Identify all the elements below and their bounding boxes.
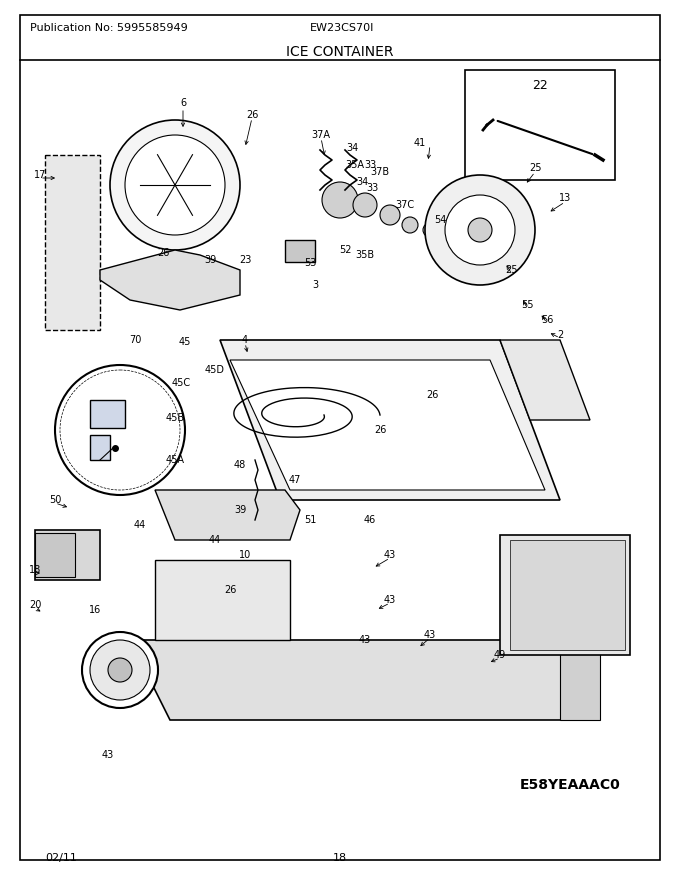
- Bar: [500, 535, 630, 655]
- Circle shape: [82, 632, 158, 708]
- Text: 17: 17: [34, 170, 46, 180]
- Polygon shape: [45, 155, 100, 330]
- Circle shape: [60, 370, 180, 490]
- Bar: [285, 240, 315, 262]
- Text: 46: 46: [364, 515, 376, 525]
- Bar: [35, 530, 100, 580]
- Bar: [90, 435, 110, 460]
- Circle shape: [445, 195, 515, 265]
- Polygon shape: [155, 560, 290, 640]
- Text: 13: 13: [559, 193, 571, 203]
- Text: EW23CS70I: EW23CS70I: [310, 23, 375, 33]
- Text: 54: 54: [434, 215, 446, 225]
- Circle shape: [468, 218, 492, 242]
- Text: 39: 39: [234, 505, 246, 515]
- Circle shape: [110, 120, 240, 250]
- Polygon shape: [560, 640, 600, 720]
- Text: 26: 26: [245, 110, 258, 120]
- Text: 20: 20: [29, 600, 41, 610]
- Text: 37B: 37B: [371, 167, 390, 177]
- Text: 37A: 37A: [311, 130, 330, 140]
- Text: E58YEAAAC0: E58YEAAAC0: [520, 778, 620, 792]
- Circle shape: [423, 223, 437, 237]
- Text: 55: 55: [521, 300, 533, 310]
- Text: 25: 25: [506, 265, 518, 275]
- Text: 52: 52: [339, 245, 352, 255]
- Bar: [510, 540, 625, 650]
- Circle shape: [322, 182, 358, 218]
- Text: 37C: 37C: [396, 200, 415, 210]
- Text: 6: 6: [180, 98, 186, 108]
- Polygon shape: [230, 360, 545, 490]
- Text: 2: 2: [557, 330, 563, 340]
- Text: 41: 41: [414, 138, 426, 148]
- Text: 26: 26: [426, 390, 438, 400]
- Polygon shape: [130, 640, 600, 720]
- Text: 26: 26: [157, 248, 169, 258]
- Text: 3: 3: [312, 280, 318, 290]
- Circle shape: [380, 205, 400, 225]
- Bar: [35, 533, 75, 577]
- Text: 70: 70: [129, 335, 141, 345]
- Circle shape: [55, 365, 185, 495]
- Text: ICE CONTAINER: ICE CONTAINER: [286, 45, 394, 59]
- Text: 33: 33: [364, 160, 376, 170]
- Text: 10: 10: [239, 550, 251, 560]
- Text: 56: 56: [541, 315, 554, 325]
- Text: 18: 18: [333, 853, 347, 863]
- Text: 43: 43: [384, 550, 396, 560]
- Text: 50: 50: [49, 495, 61, 505]
- Circle shape: [353, 193, 377, 217]
- Polygon shape: [100, 250, 240, 310]
- Text: 43: 43: [384, 595, 396, 605]
- Text: 45B: 45B: [165, 413, 184, 423]
- Text: 45C: 45C: [171, 378, 190, 388]
- Text: 43: 43: [102, 750, 114, 760]
- Text: 34: 34: [356, 177, 368, 187]
- Circle shape: [125, 135, 225, 235]
- Text: 49: 49: [494, 650, 506, 660]
- Text: 23: 23: [239, 255, 251, 265]
- Text: 35A: 35A: [345, 160, 364, 170]
- Text: 45: 45: [179, 337, 191, 347]
- Text: 43: 43: [424, 630, 436, 640]
- Text: 33: 33: [366, 183, 378, 193]
- Polygon shape: [220, 340, 560, 500]
- Text: 47: 47: [289, 475, 301, 485]
- Text: 34: 34: [346, 143, 358, 153]
- Circle shape: [90, 640, 150, 700]
- Text: 26: 26: [374, 425, 386, 435]
- Circle shape: [402, 217, 418, 233]
- Text: 25: 25: [529, 163, 541, 173]
- Text: 16: 16: [89, 605, 101, 615]
- Text: 44: 44: [134, 520, 146, 530]
- Text: 35B: 35B: [356, 250, 375, 260]
- Polygon shape: [500, 340, 590, 420]
- Bar: [90, 400, 125, 428]
- Text: 22: 22: [532, 78, 548, 92]
- Text: 51: 51: [304, 515, 316, 525]
- Text: 45D: 45D: [205, 365, 225, 375]
- Bar: [465, 70, 615, 180]
- Text: 44: 44: [209, 535, 221, 545]
- Text: 48: 48: [234, 460, 246, 470]
- Circle shape: [108, 658, 132, 682]
- Text: 02/11: 02/11: [45, 853, 77, 863]
- Text: 53: 53: [304, 258, 316, 268]
- Text: 26: 26: [224, 585, 236, 595]
- Circle shape: [425, 175, 535, 285]
- Polygon shape: [155, 490, 300, 540]
- Text: 43: 43: [359, 635, 371, 645]
- Text: 18: 18: [29, 565, 41, 575]
- Text: 45A: 45A: [165, 455, 184, 465]
- Text: Publication No: 5995585949: Publication No: 5995585949: [30, 23, 188, 33]
- Text: 4: 4: [242, 335, 248, 345]
- Text: 39: 39: [204, 255, 216, 265]
